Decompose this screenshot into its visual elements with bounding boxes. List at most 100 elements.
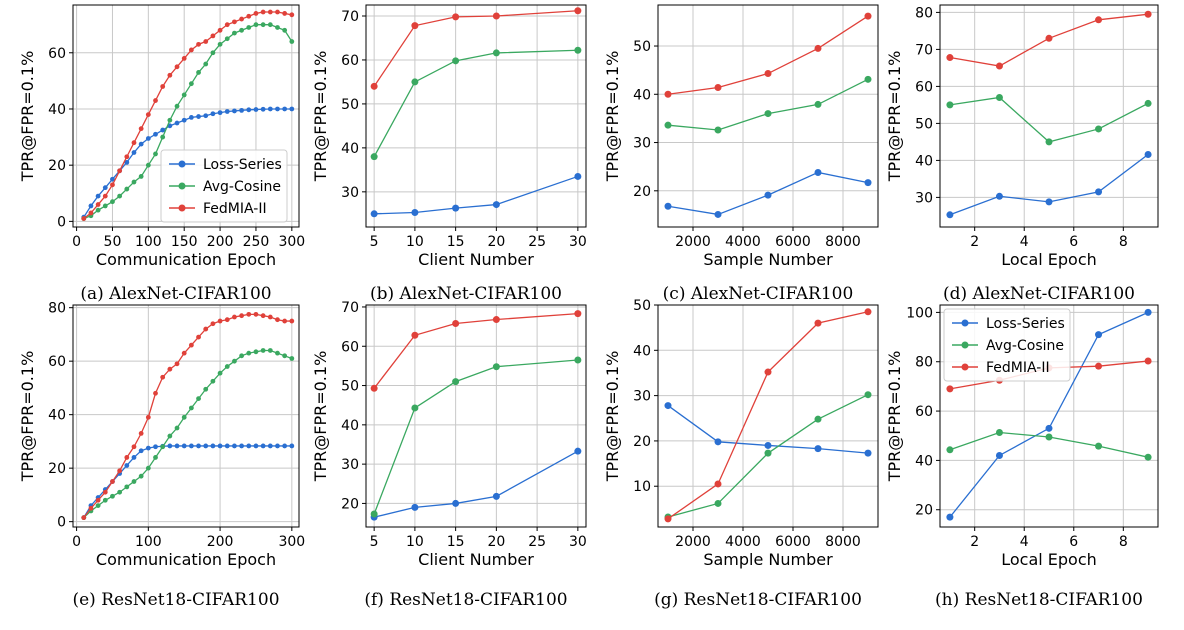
data-point-loss-series: [145, 136, 151, 141]
data-point-avg-cosine: [1045, 138, 1053, 146]
data-point-avg-cosine: [95, 503, 101, 509]
data-point-fedmia-ii: [1095, 362, 1103, 370]
x-axis-label: Sample Number: [703, 550, 833, 569]
data-point-fedmia-ii: [370, 384, 378, 392]
data-point-loss-series: [167, 443, 173, 449]
data-point-fedmia-ii: [117, 468, 123, 474]
data-point-loss-series: [260, 106, 266, 112]
data-point-avg-cosine: [714, 499, 722, 507]
data-point-loss-series: [260, 443, 266, 449]
x-tick-label: 0: [72, 234, 81, 250]
data-point-fedmia-ii: [946, 54, 954, 62]
data-point-avg-cosine: [232, 30, 237, 36]
data-point-avg-cosine: [370, 153, 378, 161]
data-point-fedmia-ii: [239, 313, 245, 319]
data-point-fedmia-ii: [1095, 16, 1103, 24]
data-point-avg-cosine: [946, 101, 954, 109]
data-point-avg-cosine: [452, 57, 460, 65]
data-point-loss-series: [145, 445, 151, 451]
x-tick-label: 30: [569, 234, 587, 250]
data-point-fedmia-ii: [253, 11, 259, 16]
plot-frame: [939, 304, 1159, 528]
x-tick-label: 10: [406, 534, 424, 550]
data-point-fedmia-ii: [131, 444, 137, 450]
data-point-fedmia-ii: [181, 55, 187, 61]
y-tick-label: 30: [633, 389, 651, 405]
data-point-fedmia-ii: [246, 311, 252, 317]
data-point-avg-cosine: [289, 356, 295, 361]
y-tick-label: 20: [633, 434, 651, 450]
x-tick-label: 25: [528, 534, 546, 550]
data-point-avg-cosine: [267, 348, 273, 353]
y-tick-label: 20: [48, 461, 66, 477]
data-point-avg-cosine: [814, 100, 822, 108]
subplot-g: 2000 4000 6000 8000 10 20 30 40 50 Sample Number T…: [603, 298, 879, 610]
y-tick-label: 80: [48, 301, 66, 317]
data-point-fedmia-ii: [117, 168, 123, 174]
x-tick-label: 0: [72, 534, 81, 550]
data-point-fedmia-ii: [282, 11, 288, 16]
legend-label: FedMIA-II: [986, 360, 1050, 376]
series-line-loss-series: [949, 153, 1149, 216]
x-tick-label: 100: [135, 534, 162, 550]
subplot-a: 0 50 100 150 200 250 300 0 20 40 60 Communication E…: [18, 4, 305, 304]
data-point-loss-series: [1144, 308, 1152, 316]
data-point-fedmia-ii: [411, 331, 419, 339]
series-line-loss-series: [374, 175, 579, 215]
subplot-e: 0 100 200 300 0 20 40 60 80 Communication Epoch TP…: [18, 301, 305, 610]
data-point-avg-cosine: [196, 396, 201, 402]
x-tick-label: 15: [447, 234, 465, 250]
y-tick-label: 50: [633, 39, 651, 55]
series-line-avg-cosine: [373, 359, 578, 515]
data-point-avg-cosine: [117, 193, 123, 199]
data-point-loss-series: [714, 210, 722, 218]
legend-label: Loss-Series: [986, 316, 1065, 332]
x-axis-label: Communication Epoch: [96, 250, 276, 269]
x-tick-label: 8000: [825, 534, 861, 550]
data-point-loss-series: [224, 443, 230, 449]
data-point-loss-series: [102, 185, 108, 191]
data-point-loss-series: [124, 463, 130, 468]
data-point-avg-cosine: [224, 364, 230, 369]
data-point-fedmia-ii: [864, 308, 872, 316]
data-point-avg-cosine: [167, 433, 173, 439]
data-point-fedmia-ii: [95, 497, 101, 503]
data-point-fedmia-ii: [664, 90, 672, 98]
data-point-fedmia-ii: [289, 12, 295, 18]
subplot-f: 5 10 15 20 25 30 20 30 40 50 60 70 Client Number TPR@…: [311, 300, 587, 610]
data-point-fedmia-ii: [275, 9, 280, 15]
legend-marker: [961, 341, 969, 349]
data-point-loss-series: [196, 443, 201, 449]
data-point-avg-cosine: [246, 350, 252, 356]
data-point-avg-cosine: [153, 151, 158, 157]
subplot-c: 2000 4000 6000 8000 20 30 40 50 Sample Number TPR…: [603, 4, 879, 304]
data-point-fedmia-ii: [995, 62, 1003, 70]
data-point-loss-series: [203, 113, 209, 119]
legend-marker: [178, 160, 186, 168]
data-point-loss-series: [160, 127, 166, 133]
data-point-avg-cosine: [492, 363, 500, 371]
data-point-avg-cosine: [217, 370, 223, 376]
data-point-fedmia-ii: [160, 84, 166, 89]
subplot-caption: (d) AlexNet-CIFAR100: [943, 284, 1135, 304]
data-point-avg-cosine: [492, 49, 500, 57]
data-point-avg-cosine: [160, 444, 166, 450]
data-point-avg-cosine: [267, 22, 273, 28]
y-tick-label: 40: [48, 102, 66, 118]
data-point-avg-cosine: [764, 110, 772, 118]
data-point-fedmia-ii: [196, 41, 201, 47]
data-point-fedmia-ii: [260, 9, 266, 15]
data-point-fedmia-ii: [452, 13, 460, 21]
data-point-fedmia-ii: [131, 140, 137, 146]
x-tick-label: 8: [1119, 234, 1128, 250]
y-tick-label: 40: [341, 418, 359, 434]
y-tick-label: 40: [341, 141, 359, 157]
data-point-loss-series: [95, 193, 101, 199]
x-tick-label: 250: [243, 234, 270, 250]
data-point-fedmia-ii: [188, 47, 194, 53]
subplot-b: 5 10 15 20 25 30 30 40 50 60 70 Client Number TPR@FP…: [311, 4, 587, 304]
data-point-loss-series: [138, 141, 144, 147]
y-tick-label: 20: [633, 184, 651, 200]
subplot-caption: (g) ResNet18-CIFAR100: [654, 590, 862, 610]
data-point-avg-cosine: [124, 186, 130, 192]
